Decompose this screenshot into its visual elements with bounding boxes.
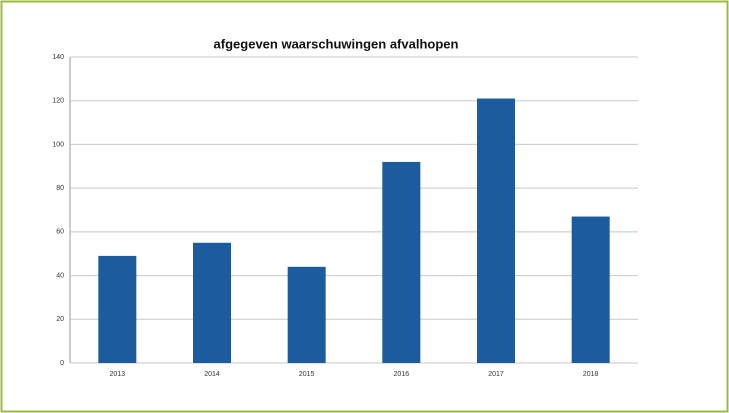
y-tick-label: 120	[52, 98, 64, 105]
x-tick-label: 2015	[299, 371, 315, 378]
y-tick-label: 40	[56, 272, 64, 279]
y-tick-label: 80	[56, 185, 64, 192]
bar	[287, 266, 326, 363]
bar	[193, 242, 231, 363]
x-tick-label: 2017	[488, 371, 504, 378]
bar	[98, 255, 137, 363]
x-tick-label: 2016	[394, 371, 410, 378]
bar	[571, 216, 610, 363]
y-tick-label: 0	[60, 360, 64, 367]
x-tick-label: 2013	[110, 371, 126, 378]
y-tick-label: 100	[52, 141, 64, 148]
chart-title: afgegeven waarschuwingen afvalhopen	[214, 36, 459, 51]
y-tick-label: 60	[56, 229, 64, 236]
x-tick-label: 2014	[204, 371, 220, 378]
y-tick-label: 140	[52, 54, 64, 61]
x-tick-label: 2018	[583, 371, 599, 378]
bar	[477, 98, 515, 364]
y-tick-label: 20	[56, 316, 64, 323]
bar	[382, 161, 421, 363]
